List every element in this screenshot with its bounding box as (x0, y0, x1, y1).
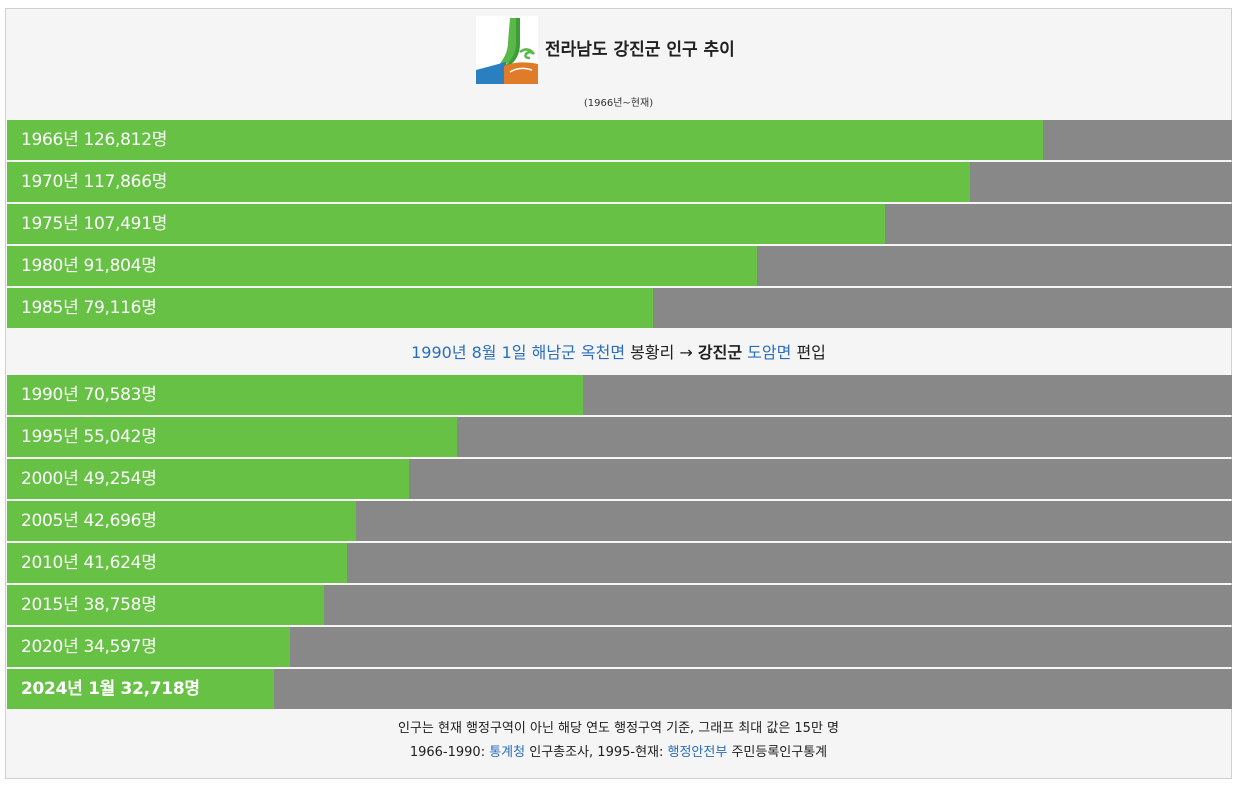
bar-row: 1975년 107,491명 (7, 204, 1232, 244)
ministry-interior-link[interactable]: 행정안전부 (667, 745, 728, 760)
bar-label: 1970년 117,866명 (21, 172, 168, 192)
population-bar (7, 120, 1043, 160)
population-bar (7, 585, 324, 625)
population-bar (7, 627, 290, 667)
bar-label: 2015년 38,758명 (21, 595, 157, 615)
bar-label: 2000년 49,254명 (21, 469, 157, 489)
bar-label: 1995년 55,042명 (21, 427, 157, 447)
doam-town-link[interactable]: 도암면 (747, 343, 792, 362)
population-bar (7, 417, 457, 457)
statistics-korea-link[interactable]: 통계청 (489, 745, 526, 760)
bar-label: 1966년 126,812명 (21, 130, 168, 150)
source-suffix: 주민등록인구통계 (727, 745, 828, 760)
haenam-county-link[interactable]: 해남군 (531, 343, 576, 362)
population-bar (7, 246, 757, 286)
bar-row: 2024년 1월 32,718명 (7, 669, 1232, 709)
bar-label: 1990년 70,583명 (21, 385, 157, 405)
bar-label: 2024년 1월 32,718명 (21, 679, 200, 699)
gangjin-county-logo (476, 16, 538, 84)
bar-row: 2005년 42,696명 (7, 501, 1232, 541)
village-name: 봉황리 (630, 343, 675, 362)
arrow-icon: → (679, 343, 693, 362)
bar-row: 2000년 49,254명 (7, 459, 1232, 499)
bar-row: 2015년 38,758명 (7, 585, 1232, 625)
population-bar (7, 501, 356, 541)
source-mid: 인구총조사, 1995-현재: (525, 745, 668, 760)
bar-row: 1995년 55,042명 (7, 417, 1232, 457)
annexation-note: 1990년 8월 1일 해남군 옥천면 봉황리 → 강진군 도암면 편입 (6, 333, 1231, 373)
bar-label: 2005년 42,696명 (21, 511, 157, 531)
chart-title: 전라남도 강진군 인구 추이 (545, 40, 735, 60)
gangjin-county-text: 강진군 (697, 343, 743, 362)
chart-header: 전라남도 강진군 인구 추이 (1966년~현재) (6, 9, 1231, 120)
footer-note: 인구는 현재 행정구역이 아닌 해당 연도 행정구역 기준, 그래프 최대 값은… (397, 721, 840, 736)
bar-label: 1985년 79,116명 (21, 298, 157, 318)
bar-label: 1980년 91,804명 (21, 256, 157, 276)
bar-row: 2010년 41,624명 (7, 543, 1232, 583)
population-bar (7, 459, 410, 499)
population-bar (7, 669, 275, 709)
bar-row: 2020년 34,597명 (7, 627, 1232, 667)
okcheon-town-link[interactable]: 옥천면 (580, 343, 626, 362)
bar-label: 2010년 41,624명 (21, 553, 157, 573)
population-bar (7, 375, 584, 415)
footer-sources: 1966-1990: 통계청 인구총조사, 1995-현재: 행정안전부 주민등… (6, 741, 1231, 765)
bar-row: 1980년 91,804명 (7, 246, 1232, 286)
bar-row: 1970년 117,866명 (7, 162, 1232, 202)
population-bar (7, 162, 970, 202)
date-link[interactable]: 1990년 8월 1일 (411, 343, 527, 362)
bar-label: 2020년 34,597명 (21, 637, 157, 657)
bar-row: 1966년 126,812명 (7, 120, 1232, 160)
annexation-action: 편입 (796, 343, 826, 362)
bar-row: 1990년 70,583명 (7, 375, 1232, 415)
chart-subtitle: (1966년~현재) (583, 98, 654, 109)
population-bar (7, 204, 885, 244)
population-bar (7, 543, 347, 583)
population-bar (7, 288, 654, 328)
infobox: 전라남도 강진군 인구 추이 (1966년~현재) 1966년 126,812명… (5, 8, 1232, 779)
source-prefix: 1966-1990: (409, 745, 490, 760)
chart-footer: 인구는 현재 행정구역이 아닌 해당 연도 행정구역 기준, 그래프 최대 값은… (6, 717, 1231, 765)
bar-row: 1985년 79,116명 (7, 288, 1232, 328)
bar-label: 1975년 107,491명 (21, 214, 168, 234)
